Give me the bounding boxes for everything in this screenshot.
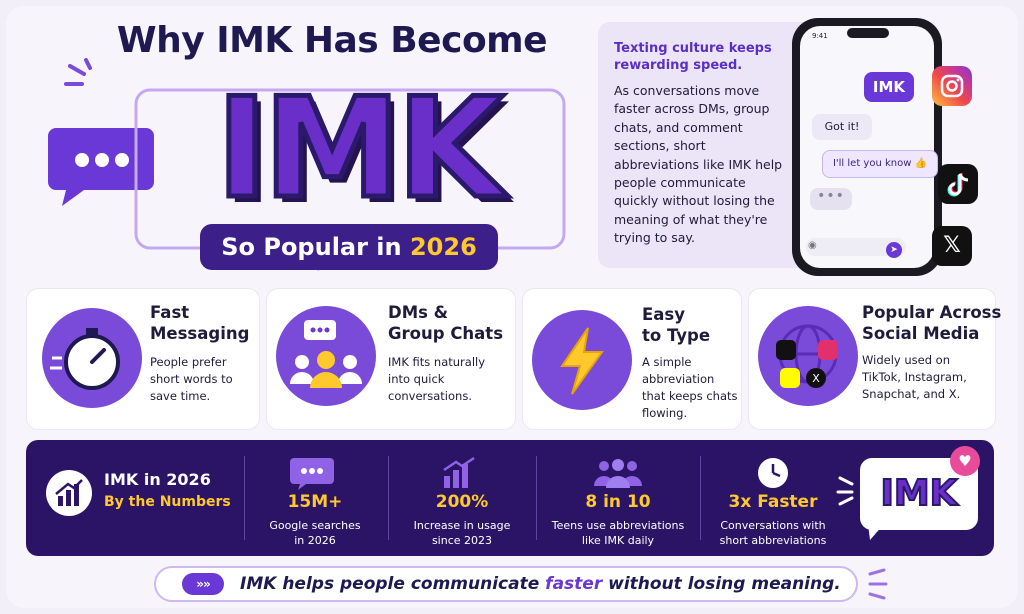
sparkle-lines-badge bbox=[836, 476, 854, 506]
double-chevron-icon: »» bbox=[182, 573, 224, 595]
sparkle-lines-right bbox=[868, 568, 888, 600]
feature-desc-3: A simple abbreviation that keeps chats f… bbox=[642, 355, 738, 420]
feature-title-4a: Popular Across bbox=[862, 303, 1002, 322]
hero-pill-year: 2026 bbox=[409, 233, 477, 261]
stat-value-searches: 15M+ bbox=[287, 492, 343, 512]
phone-notch bbox=[847, 28, 889, 38]
stats-heading: IMK in 2026 bbox=[104, 470, 211, 489]
footer-text-accent: faster bbox=[545, 574, 603, 594]
footer-text-before: IMK helps people communicate bbox=[240, 574, 546, 594]
feature-title-2b: Group Chats bbox=[388, 324, 504, 343]
typing-indicator: ••• bbox=[810, 188, 852, 210]
feature-title-1a: Fast bbox=[150, 303, 190, 322]
intro-heading: Texting culture keeps rewarding speed. bbox=[614, 41, 772, 73]
hero-imk-wrap: IMK bbox=[140, 64, 576, 234]
stat-divider bbox=[536, 456, 537, 540]
instagram-icon bbox=[932, 66, 972, 106]
feature-title-3a: Easy bbox=[642, 305, 685, 324]
chat-bubble-icon bbox=[290, 458, 334, 490]
stat-label-teens-2: like IMK daily bbox=[581, 534, 655, 547]
bar-chart-icon bbox=[46, 470, 92, 516]
group-chat-icon bbox=[276, 306, 376, 406]
feature-title-4b: Social Media bbox=[862, 324, 980, 343]
stat-label-teens-1: Teens use abbreviations bbox=[551, 519, 685, 532]
footer-banner bbox=[154, 566, 858, 602]
stat-label-usage-1: Increase in usage bbox=[413, 519, 511, 532]
feature-title-3b: to Type bbox=[642, 326, 711, 345]
feature-desc-4: Widely used on TikTok, Instagram, Snapch… bbox=[862, 353, 967, 401]
stat-label-faster-1: Conversations with bbox=[720, 519, 826, 532]
badge-tail bbox=[868, 524, 884, 540]
x-icon: 𝕏 bbox=[932, 226, 972, 266]
stat-label-searches-1: Google searches bbox=[269, 519, 361, 532]
stat-value-teens: 8 in 10 bbox=[585, 492, 651, 512]
stat-value-usage: 200% bbox=[435, 492, 489, 512]
clock-icon bbox=[758, 458, 788, 488]
bar-growth-icon bbox=[443, 456, 475, 488]
stat-label-usage-2: since 2023 bbox=[431, 534, 493, 547]
chat-bubble-icon bbox=[48, 128, 154, 206]
stat-divider bbox=[388, 456, 389, 540]
hero-big-word: IMK bbox=[214, 66, 507, 232]
stat-divider bbox=[700, 456, 701, 540]
footer-message: IMK helps people communicate faster with… bbox=[240, 574, 841, 594]
svg-text:X: X bbox=[812, 372, 820, 385]
hero-pill-text: So Popular in bbox=[221, 233, 410, 261]
lightning-icon bbox=[532, 310, 632, 410]
message-input-bar[interactable] bbox=[806, 238, 906, 256]
stopwatch-icon bbox=[42, 308, 142, 408]
phone-screen bbox=[800, 26, 934, 268]
sparkle-lines-left bbox=[64, 58, 92, 86]
feature-desc-2: IMK fits naturally into quick conversati… bbox=[388, 355, 486, 403]
reply-bubble-1: Got it! bbox=[812, 114, 872, 140]
feature-desc-1: People prefer short words to save time. bbox=[150, 355, 233, 403]
people-icon bbox=[594, 459, 642, 488]
stats-subheading: By the Numbers bbox=[104, 494, 231, 510]
phone-time: 9:41 bbox=[812, 32, 828, 40]
stat-label-searches-2: in 2026 bbox=[294, 534, 336, 547]
reply-bubble-2: I'll let you know 👍 bbox=[822, 150, 938, 178]
stats-band bbox=[26, 440, 994, 556]
hero-title: Why IMK Has Become bbox=[116, 20, 548, 61]
feature-title-2a: DMs & bbox=[388, 303, 449, 322]
globe-social-icon: X bbox=[758, 306, 858, 406]
feature-title-1b: Messaging bbox=[150, 324, 250, 343]
send-button[interactable]: ➤ bbox=[886, 242, 902, 258]
camera-icon[interactable]: ◉ bbox=[808, 240, 817, 251]
stat-label-faster-2: short abbreviations bbox=[719, 534, 827, 547]
tiktok-icon bbox=[938, 164, 978, 204]
sent-message-bubble: IMK bbox=[864, 72, 914, 102]
footer-text-after: without losing meaning. bbox=[602, 574, 841, 594]
stat-value-faster: 3x Faster bbox=[728, 492, 818, 512]
imk-badge: IMK bbox=[860, 458, 978, 530]
intro-body: As conversations move faster across DMs,… bbox=[614, 83, 783, 246]
heart-icon: ♥ bbox=[950, 446, 980, 476]
hero-subtitle-pill: So Popular in 2026 bbox=[200, 224, 498, 270]
stat-divider bbox=[244, 456, 245, 540]
